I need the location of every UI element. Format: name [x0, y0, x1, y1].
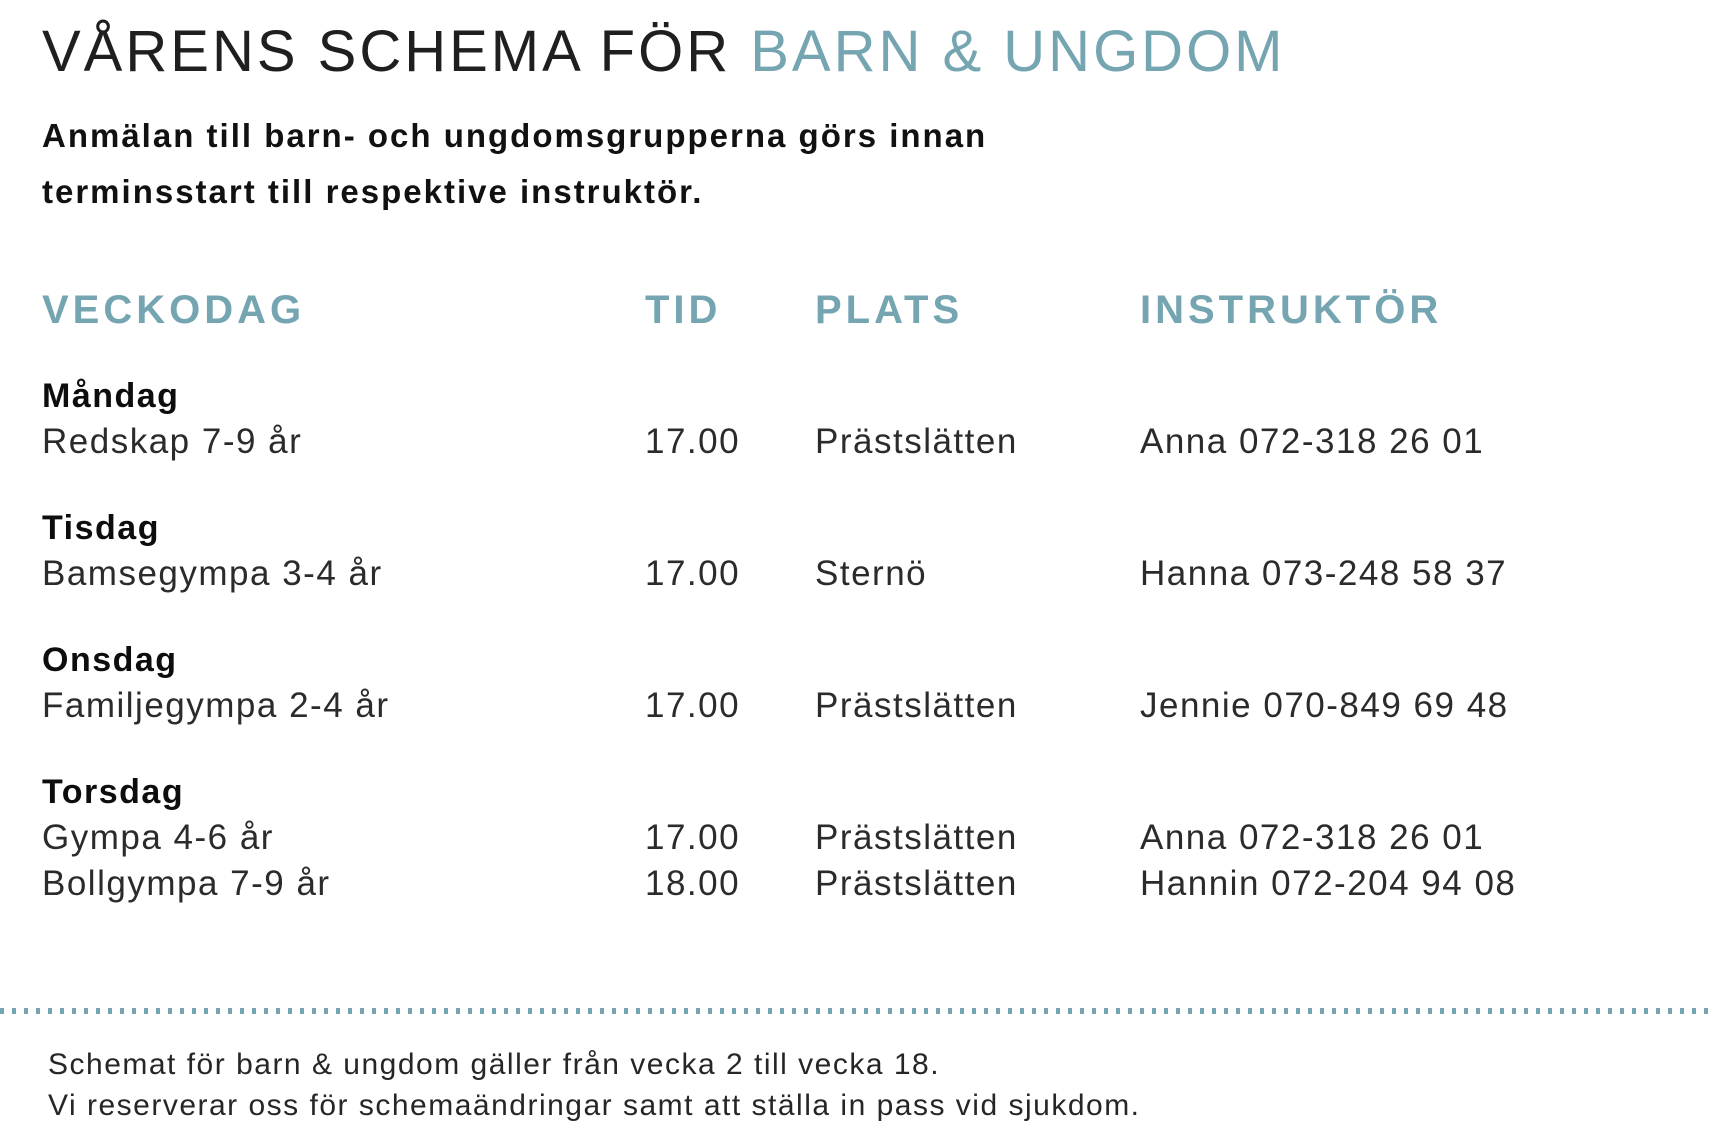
day-group-wednesday: Onsdag Familjegympa 2-4 år 17.00 Prästsl…: [42, 637, 1675, 729]
page: VÅRENS SCHEMA FÖR BARN & UNGDOM Anmälan …: [42, 20, 1675, 907]
cell-time: 17.00: [645, 686, 741, 725]
cell-instructor: Hanna 073-248 58 37: [1140, 554, 1508, 593]
cell-activity: Bamsegympa 3-4 år: [42, 554, 383, 593]
intro-line-2: terminsstart till respektive instruktör.: [42, 173, 704, 210]
footer-line-2: Vi reserverar oss för schemaändringar sa…: [48, 1089, 1141, 1122]
cell-place: Prästslätten: [815, 422, 1018, 461]
cell-place: Prästslätten: [815, 686, 1018, 725]
day-group-tuesday: Tisdag Bamsegympa 3-4 år 17.00 Sternö Ha…: [42, 505, 1675, 597]
day-label: Tisdag: [42, 509, 160, 547]
page-title-main: VÅRENS SCHEMA FÖR: [42, 19, 751, 84]
table-row: Bollgympa 7-9 år 18.00 Prästslätten Hann…: [42, 861, 1675, 907]
cell-instructor: Anna 072-318 26 01: [1140, 422, 1485, 461]
cell-place: Prästslätten: [815, 864, 1018, 903]
table-header-row: VECKODAG TID PLATS INSTRUKTÖR: [42, 288, 1675, 333]
cell-instructor: Anna 072-318 26 01: [1140, 818, 1485, 857]
day-label: Måndag: [42, 377, 180, 415]
cell-time: 17.00: [645, 554, 741, 593]
cell-activity: Bollgympa 7-9 år: [42, 864, 331, 903]
intro-line-1: Anmälan till barn- och ungdomsgrupperna …: [42, 117, 988, 154]
intro-text: Anmälan till barn- och ungdomsgrupperna …: [42, 108, 1675, 220]
cell-instructor: Hannin 072-204 94 08: [1140, 864, 1517, 903]
page-title: VÅRENS SCHEMA FÖR BARN & UNGDOM: [42, 20, 1675, 84]
column-header-instruktor: INSTRUKTÖR: [1140, 288, 1443, 332]
cell-activity: Gympa 4-6 år: [42, 818, 274, 857]
page-title-accent: BARN & UNGDOM: [750, 19, 1286, 84]
column-header-tid: TID: [645, 288, 722, 332]
cell-activity: Familjegympa 2-4 år: [42, 686, 390, 725]
footer-note: Schemat för barn & ungdom gäller från ve…: [48, 1044, 1141, 1126]
cell-activity: Redskap 7-9 år: [42, 422, 303, 461]
cell-instructor: Jennie 070-849 69 48: [1140, 686, 1509, 725]
table-row: Familjegympa 2-4 år 17.00 Prästslätten J…: [42, 683, 1675, 729]
cell-time: 17.00: [645, 818, 741, 857]
dotted-divider: [0, 1008, 1715, 1014]
footer-line-1: Schemat för barn & ungdom gäller från ve…: [48, 1048, 941, 1081]
cell-time: 17.00: [645, 422, 741, 461]
column-header-plats: PLATS: [815, 288, 964, 332]
table-row: Gympa 4-6 år 17.00 Prästslätten Anna 072…: [42, 815, 1675, 861]
table-row: Redskap 7-9 år 17.00 Prästslätten Anna 0…: [42, 419, 1675, 465]
cell-time: 18.00: [645, 864, 741, 903]
day-label: Torsdag: [42, 773, 185, 811]
day-label: Onsdag: [42, 641, 178, 679]
column-header-veckodag: VECKODAG: [42, 288, 306, 332]
cell-place: Prästslätten: [815, 818, 1018, 857]
table-row: Bamsegympa 3-4 år 17.00 Sternö Hanna 073…: [42, 551, 1675, 597]
cell-place: Sternö: [815, 554, 928, 593]
schedule-table: VECKODAG TID PLATS INSTRUKTÖR Måndag Red…: [42, 288, 1675, 907]
day-group-thursday: Torsdag Gympa 4-6 år 17.00 Prästslätten …: [42, 769, 1675, 907]
day-group-monday: Måndag Redskap 7-9 år 17.00 Prästslätten…: [42, 373, 1675, 465]
